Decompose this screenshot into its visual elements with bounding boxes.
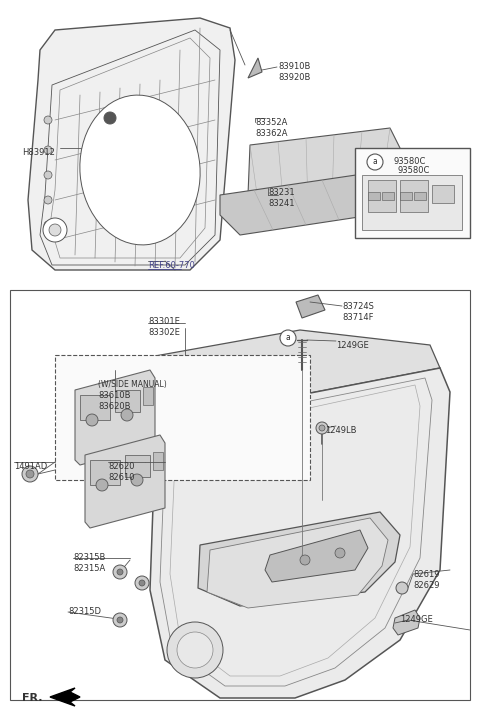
Bar [153, 452, 163, 470]
Bar [90, 460, 120, 485]
Circle shape [139, 580, 145, 586]
Ellipse shape [80, 95, 200, 245]
Circle shape [319, 425, 325, 431]
Circle shape [113, 565, 127, 579]
Text: 82629: 82629 [413, 581, 440, 590]
Polygon shape [265, 530, 368, 582]
Bar [80, 395, 110, 420]
Polygon shape [248, 128, 400, 215]
Bar [368, 180, 396, 212]
Text: 1249GE: 1249GE [336, 341, 369, 350]
Circle shape [44, 146, 52, 154]
Circle shape [96, 479, 108, 491]
Bar [382, 192, 394, 200]
Circle shape [49, 224, 61, 236]
Text: 93580C: 93580C [398, 166, 431, 175]
Text: a: a [286, 333, 290, 343]
Bar [400, 180, 428, 212]
Text: 82619: 82619 [413, 570, 440, 579]
Polygon shape [296, 295, 325, 318]
Circle shape [316, 422, 328, 434]
Polygon shape [28, 18, 235, 270]
Polygon shape [155, 330, 440, 395]
Circle shape [22, 466, 38, 482]
Polygon shape [220, 170, 405, 235]
Bar [125, 455, 150, 477]
Text: 83241: 83241 [268, 199, 295, 208]
Text: 82315D: 82315D [68, 607, 101, 616]
Circle shape [117, 617, 123, 623]
Text: 82315B: 82315B [73, 553, 106, 562]
Circle shape [167, 622, 223, 678]
Bar [368, 192, 380, 200]
Polygon shape [75, 370, 155, 465]
Circle shape [300, 555, 310, 565]
Polygon shape [50, 688, 80, 706]
Text: 82610: 82610 [108, 473, 134, 482]
Bar [55, 355, 310, 480]
Bar [10, 290, 470, 700]
Circle shape [44, 116, 52, 124]
Text: 83352A: 83352A [255, 118, 288, 127]
Circle shape [335, 548, 345, 558]
Circle shape [177, 632, 213, 668]
Circle shape [117, 569, 123, 575]
Bar [414, 192, 426, 200]
Text: 83724S: 83724S [342, 302, 374, 311]
Text: 1491AD: 1491AD [14, 462, 47, 471]
Bar [355, 148, 470, 238]
Text: 83910B: 83910B [278, 62, 311, 71]
Circle shape [44, 196, 52, 204]
Circle shape [396, 582, 408, 594]
Circle shape [367, 154, 383, 170]
Text: 83920B: 83920B [278, 73, 311, 82]
Circle shape [113, 613, 127, 627]
Text: 83301E: 83301E [148, 317, 180, 326]
Text: 83620B: 83620B [98, 402, 131, 411]
Circle shape [121, 409, 133, 421]
Circle shape [280, 330, 296, 346]
Polygon shape [150, 368, 450, 698]
Circle shape [104, 112, 116, 124]
Circle shape [44, 221, 52, 229]
Polygon shape [198, 512, 400, 606]
Circle shape [26, 470, 34, 478]
Bar [432, 185, 454, 203]
Text: 83714F: 83714F [342, 313, 373, 322]
Bar [115, 390, 140, 412]
Bar [362, 175, 462, 230]
Text: H83912: H83912 [22, 148, 55, 157]
Text: a: a [372, 158, 377, 166]
Polygon shape [393, 610, 420, 635]
Text: REF.60-770: REF.60-770 [148, 261, 195, 270]
Text: 83610B: 83610B [98, 391, 131, 400]
Bar [143, 387, 153, 405]
Circle shape [135, 576, 149, 590]
Text: 83302E: 83302E [148, 328, 180, 337]
Text: 1249LB: 1249LB [325, 426, 357, 435]
Text: (W/SIDE MANUAL): (W/SIDE MANUAL) [98, 380, 167, 389]
Text: 82620: 82620 [108, 462, 134, 471]
Bar [400, 192, 412, 200]
Text: FR.: FR. [22, 693, 43, 703]
Text: 83231: 83231 [268, 188, 295, 197]
Text: 93580C: 93580C [394, 158, 426, 166]
Polygon shape [85, 435, 165, 528]
Text: 82315A: 82315A [73, 564, 105, 573]
Circle shape [44, 171, 52, 179]
Circle shape [131, 474, 143, 486]
Circle shape [86, 414, 98, 426]
Text: 1249GE: 1249GE [400, 615, 433, 624]
Polygon shape [248, 58, 262, 78]
Circle shape [43, 218, 67, 242]
Text: 83362A: 83362A [255, 129, 288, 138]
Polygon shape [207, 518, 388, 608]
